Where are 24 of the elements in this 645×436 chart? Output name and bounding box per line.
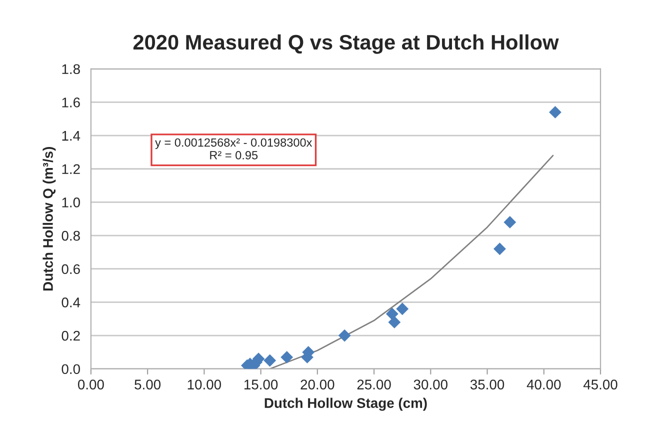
x-tick-label: 10.00	[188, 380, 222, 390]
x-axis-title: Dutch Hollow Stage (cm)	[264, 398, 427, 411]
x-tick-label: 5.00	[134, 380, 161, 390]
y-tick-label: 1.4	[62, 131, 80, 141]
annotation: y = 0.0012568x² - 0.0198300x R² = 0.95	[155, 138, 312, 160]
x-tick-label: 0.00	[78, 380, 104, 390]
y-tick-label: 0.6	[62, 264, 80, 274]
y-tick-label: 1.2	[62, 164, 80, 174]
y-tick-label: 0.4	[62, 298, 80, 308]
y-axis-title: Dutch Hollow Q (m³/s)	[42, 147, 56, 290]
y-tick-label: 0.8	[62, 230, 80, 241]
chart-title: 2020 Measured Q vs Stage at Dutch Hollow	[133, 34, 559, 54]
y-tick-label: 1.0	[62, 198, 80, 208]
y-tick-label: 1.6	[62, 98, 80, 108]
y-tick-label: 1.8	[62, 64, 80, 74]
x-tick-label: 20.00	[300, 380, 334, 390]
x-tick-label: 15.00	[244, 380, 278, 390]
y-tick-label: 0.2	[62, 330, 80, 341]
y-tick-label: 0.0	[62, 364, 80, 374]
x-tick-label: 25.00	[357, 380, 391, 390]
x-tick-label: 40.00	[526, 380, 561, 390]
x-tick-label: 30.00	[414, 380, 448, 390]
x-tick-label: 45.00	[583, 380, 618, 390]
x-tick-label: 35.00	[470, 380, 504, 390]
